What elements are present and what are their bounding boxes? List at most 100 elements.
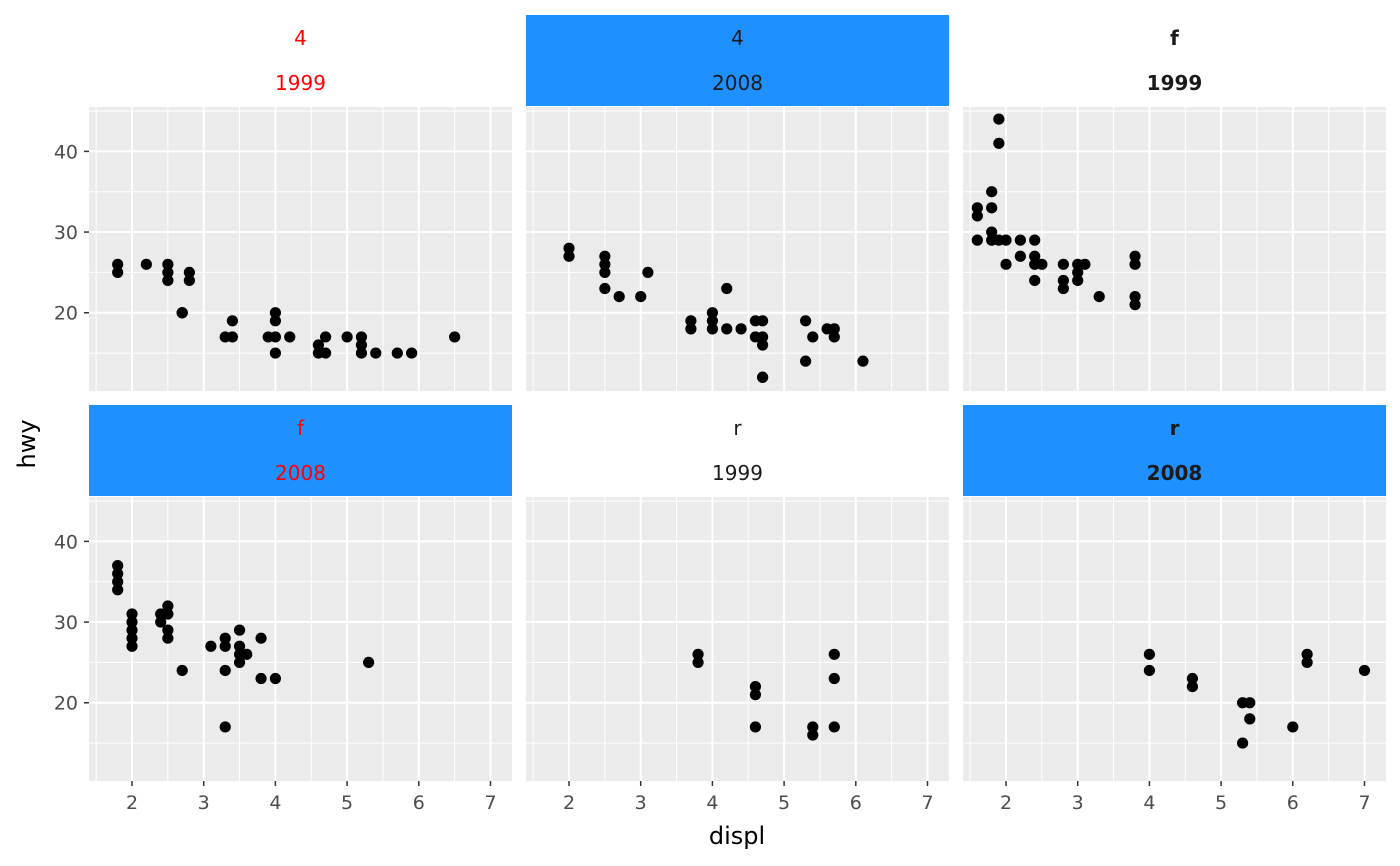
x-tick-label: 2 <box>1000 792 1012 814</box>
data-point <box>391 347 403 359</box>
data-point <box>269 347 282 359</box>
data-point <box>284 331 296 343</box>
data-point <box>756 371 769 383</box>
facet-panel: f 2008 20 30 40 2 3 4 5 6 7 <box>54 405 512 814</box>
data-point <box>971 234 983 246</box>
data-point <box>126 616 138 628</box>
data-point <box>1072 274 1084 287</box>
data-point <box>1029 250 1041 262</box>
facet-strip-background <box>526 15 949 106</box>
y-tick-label: 30 <box>54 612 78 634</box>
x-tick-label: 4 <box>1143 792 1155 814</box>
data-point <box>233 640 246 652</box>
data-point <box>1301 648 1313 660</box>
data-point <box>255 632 267 644</box>
data-point <box>971 210 983 222</box>
data-point <box>140 258 152 270</box>
x-tick-label: 4 <box>269 792 281 814</box>
facet-strip-label-drv: f <box>1170 26 1179 50</box>
facet-strip-label-year: 2008 <box>712 71 763 95</box>
data-point <box>749 689 762 701</box>
data-point <box>1358 664 1371 677</box>
data-point <box>563 242 575 254</box>
data-point <box>706 323 719 335</box>
data-point <box>749 681 762 693</box>
x-tick-label: 3 <box>198 792 210 814</box>
x-tick-label: 2 <box>126 792 138 814</box>
data-point <box>269 331 282 343</box>
data-point <box>1057 282 1069 295</box>
facet-strip-background <box>89 15 512 106</box>
data-point <box>162 624 174 636</box>
data-point <box>1129 291 1141 303</box>
data-point <box>800 315 812 327</box>
data-point <box>205 640 217 652</box>
data-point <box>828 672 840 685</box>
data-point <box>126 608 138 620</box>
data-point <box>226 331 238 343</box>
data-point <box>219 632 231 644</box>
data-point <box>183 266 195 278</box>
data-point <box>112 258 124 270</box>
data-point <box>449 331 461 343</box>
data-point <box>176 664 188 677</box>
data-point <box>986 202 998 214</box>
data-point <box>706 315 719 327</box>
data-point <box>1237 737 1249 749</box>
facet-strip-label-drv: r <box>1170 416 1180 440</box>
data-point <box>993 113 1005 125</box>
data-point <box>162 608 174 620</box>
facet-strip-label-drv: r <box>733 416 742 440</box>
data-point <box>1093 291 1105 303</box>
x-tick-label: 7 <box>484 792 496 814</box>
data-point <box>685 323 697 335</box>
data-point <box>599 250 611 262</box>
facet-panel: 4 2008 <box>526 15 949 391</box>
facet-panel: 4 1999 20 30 40 <box>54 15 512 391</box>
data-point <box>1244 713 1256 725</box>
data-point <box>807 721 819 733</box>
data-point <box>269 672 282 685</box>
data-point <box>219 664 231 677</box>
data-point <box>126 640 138 652</box>
data-point <box>599 282 611 295</box>
x-tick-label: 3 <box>635 792 647 814</box>
data-point <box>986 186 998 198</box>
data-point <box>971 202 983 214</box>
facet-strip-label-year: 1999 <box>1147 71 1203 95</box>
data-point <box>406 347 418 359</box>
data-point <box>183 274 195 287</box>
data-point <box>319 347 332 359</box>
y-axis-title: hwy <box>13 419 41 468</box>
data-point <box>735 323 747 335</box>
x-tick-label: 6 <box>850 792 862 814</box>
facet-strip-label-year: 2008 <box>1147 461 1203 485</box>
data-point <box>1143 648 1156 660</box>
data-point <box>162 600 174 612</box>
data-point <box>162 258 174 270</box>
data-point <box>112 266 124 278</box>
data-point <box>721 282 733 295</box>
data-point <box>599 266 611 278</box>
data-point <box>126 624 138 636</box>
facet-strip-background <box>89 405 512 496</box>
facet-strip-background <box>526 405 949 496</box>
data-point <box>756 331 769 343</box>
data-point <box>269 315 282 327</box>
data-point <box>162 632 174 644</box>
y-tick-label: 20 <box>54 303 78 325</box>
data-point <box>599 258 611 270</box>
panel-background <box>963 107 1386 391</box>
y-tick-label: 20 <box>54 693 78 715</box>
panel-background <box>89 107 512 391</box>
data-point <box>255 672 267 685</box>
x-tick-label: 2 <box>563 792 575 814</box>
y-tick-label: 40 <box>54 141 78 163</box>
data-point <box>1129 299 1141 311</box>
x-tick-label: 7 <box>1358 792 1370 814</box>
panel-background <box>963 497 1386 781</box>
data-point <box>112 559 124 572</box>
y-tick-label: 30 <box>54 222 78 244</box>
facet-strip-label-year: 2008 <box>275 461 326 485</box>
data-point <box>756 339 769 351</box>
